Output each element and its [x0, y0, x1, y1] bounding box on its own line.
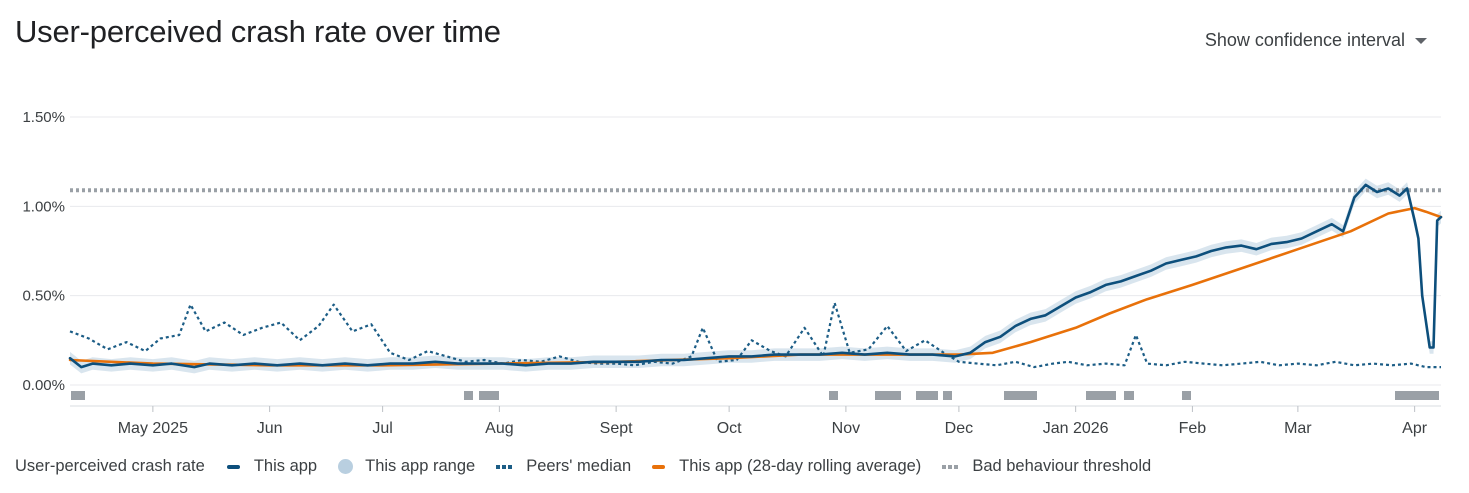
y-tick-label: 1.00%: [22, 198, 65, 215]
event-marker: [71, 391, 85, 400]
x-tick-label: Dec: [945, 420, 973, 437]
chart-grid: [70, 116, 1441, 407]
event-marker: [1182, 391, 1191, 400]
line-swatch-icon: [652, 464, 666, 469]
chart-legend: User-perceived crash rate This app This …: [15, 457, 1172, 476]
y-axis-labels: 0.00% 0.50% 1.00% 1.50%: [22, 109, 65, 394]
this-app-range-area: [70, 178, 1441, 374]
caret-down-icon: [1415, 37, 1427, 44]
this-app-range-band: [70, 178, 1441, 374]
x-tick-label: Feb: [1179, 420, 1207, 437]
legend-label: Bad behaviour threshold: [972, 457, 1152, 475]
x-tick-label: Apr: [1402, 420, 1428, 437]
event-marker: [916, 391, 938, 400]
legend-this-app-range[interactable]: This app range: [338, 457, 475, 476]
x-tick-label: Sept: [600, 420, 633, 437]
event-marker: [479, 391, 499, 400]
ci-toggle-label: Show confidence interval: [1204, 30, 1405, 50]
event-markers: [71, 391, 1439, 400]
chart-series: [68, 183, 1443, 369]
confidence-interval-toggle[interactable]: Show confidence interval: [1205, 30, 1427, 51]
legend-label: This app range: [365, 457, 476, 475]
event-marker: [1124, 391, 1134, 400]
event-marker: [943, 391, 952, 400]
page-title: User-perceived crash rate over time: [15, 14, 501, 49]
legend-label: This app (28-day rolling average): [679, 457, 922, 475]
x-axis-labels: May 2025 Jun Jul Aug Sept Oct Nov Dec Jan 2026 Fe…: [118, 406, 1428, 437]
dotted-swatch-icon: [496, 464, 513, 469]
legend-bad-behaviour-threshold[interactable]: Bad behaviour threshold: [942, 457, 1151, 476]
legend-this-app[interactable]: This app: [226, 457, 318, 476]
peers-median-line: [69, 301, 1441, 369]
x-tick-label: Jan 2026: [1043, 420, 1109, 437]
legend-label: Peers' median: [526, 457, 632, 475]
event-marker: [1395, 391, 1439, 400]
rolling-average-line: [68, 206, 1443, 367]
line-swatch-icon: [226, 464, 240, 469]
event-marker: [464, 391, 473, 400]
dot-swatch-icon: [338, 459, 354, 474]
y-tick-label: 0.50%: [22, 288, 65, 305]
event-marker: [829, 391, 838, 400]
x-tick-label: Jul: [372, 420, 392, 437]
x-tick-label: Aug: [485, 420, 513, 437]
legend-peers-median[interactable]: Peers' median: [496, 457, 631, 476]
legend-metric-label: User-perceived crash rate: [15, 457, 205, 475]
x-tick-label: Jun: [257, 420, 283, 437]
legend-rolling-average[interactable]: This app (28-day rolling average): [652, 457, 921, 476]
event-marker: [875, 391, 901, 400]
event-marker: [1086, 391, 1116, 400]
x-tick-label: May 2025: [118, 420, 188, 437]
dotted-swatch-icon: [942, 464, 959, 469]
this-app-line: [68, 183, 1443, 369]
y-tick-label: 0.00%: [22, 377, 65, 394]
legend-label: This app: [253, 457, 318, 475]
x-tick-label: Mar: [1284, 420, 1312, 437]
x-tick-label: Oct: [717, 420, 742, 437]
event-marker: [1004, 391, 1037, 400]
x-tick-label: Nov: [832, 420, 860, 437]
y-tick-label: 1.50%: [22, 109, 65, 126]
